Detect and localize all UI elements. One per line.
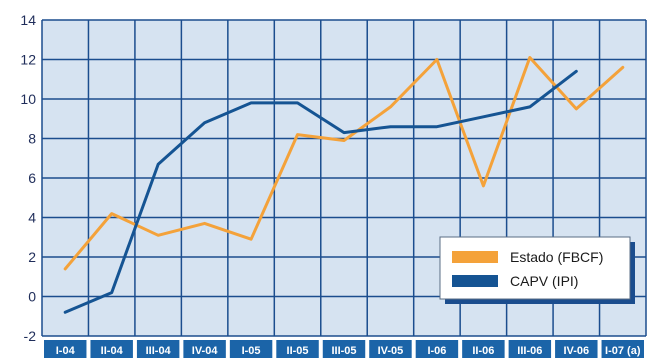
y-tick-label: 4 [28, 210, 36, 226]
x-tick-box [183, 340, 226, 358]
x-tick-box [322, 340, 366, 358]
series-line [63, 69, 578, 314]
x-tick-box [90, 340, 133, 358]
x-tick-label: II-06 [472, 345, 494, 357]
legend-label: CAPV (IPI) [510, 273, 578, 289]
x-tick-label: III-04 [146, 345, 172, 357]
x-tick-box [508, 340, 552, 358]
x-tick-label: I-07 (a) [605, 345, 641, 357]
y-tick-label: -2 [24, 328, 37, 344]
y-tick-label: 2 [28, 249, 36, 265]
x-tick-box [415, 340, 459, 358]
legend-swatch [452, 251, 498, 263]
x-tick-box [276, 340, 319, 358]
x-tick-label: I-05 [242, 345, 261, 357]
x-tick-label: II-04 [101, 345, 124, 357]
legend-label: Estado (FBCF) [510, 249, 603, 265]
x-tick-label: I-06 [427, 345, 446, 357]
x-tick-label: IV-04 [192, 345, 219, 357]
x-tick-box [229, 340, 273, 358]
y-tick-label: 10 [20, 91, 36, 107]
y-axis-ticks: -2 0 2 4 6 8 10 12 14 [20, 12, 36, 344]
y-tick-label: 0 [28, 289, 36, 305]
x-tick-box [369, 340, 412, 358]
x-tick-box [44, 340, 87, 358]
legend: Estado (FBCF) CAPV (IPI) [439, 236, 635, 304]
x-tick-label: IV-06 [563, 345, 589, 357]
x-tick-box [555, 340, 598, 358]
x-tick-box [136, 340, 180, 358]
x-tick-label: I-04 [56, 345, 76, 357]
y-tick-label: 14 [20, 12, 36, 28]
legend-swatch [452, 275, 498, 287]
y-tick-label: 6 [28, 170, 36, 186]
legend-box [439, 236, 631, 300]
x-tick-label: III-05 [331, 345, 356, 357]
x-tick-label: III-06 [517, 345, 542, 357]
x-tick-label: II-05 [287, 345, 309, 357]
x-tick-box [601, 340, 644, 358]
y-tick-label: 8 [28, 131, 36, 147]
y-tick-label: 12 [20, 52, 36, 68]
x-tick-box [462, 340, 505, 358]
series-line [63, 56, 625, 271]
x-axis-ticks: I-04 II-04 III-04 IV-04 I-05 II-05 III-05 IV-05… [44, 340, 644, 358]
series-lines [63, 56, 625, 314]
x-tick-label: IV-05 [378, 345, 404, 357]
